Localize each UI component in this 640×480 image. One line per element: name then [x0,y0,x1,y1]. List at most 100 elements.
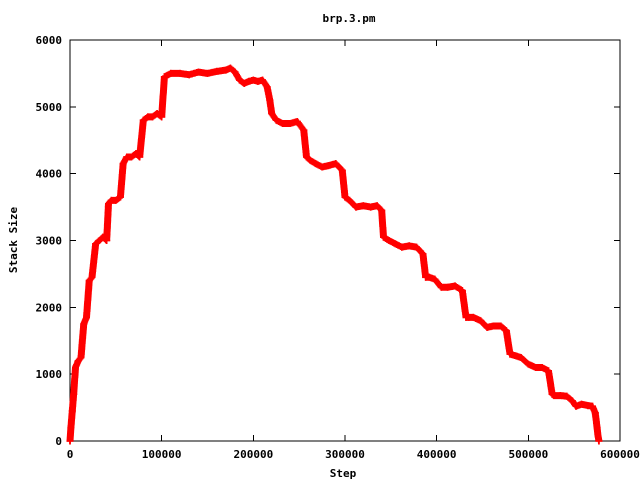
data-point [153,110,161,118]
data-point [458,287,466,295]
series-marks [66,64,603,445]
data-point [413,243,420,251]
x-tick-label: 100000 [142,448,182,461]
plus-markers [66,64,603,445]
data-point [367,203,375,211]
data-point [385,237,393,244]
data-point [524,360,532,368]
data-point [194,68,202,76]
data-point [272,116,280,124]
data-point [259,76,266,84]
data-point [477,317,485,325]
data-point [160,73,168,81]
data-point [95,237,103,244]
chart-title: brp.3.pm [323,12,376,25]
data-point [263,83,271,91]
y-tick-label: 3000 [36,235,63,248]
plot-area: 0 100000 200000 300000 400000 500000 600000 0 10… [36,34,640,461]
x-tick-label: 300000 [325,448,365,461]
data-point [568,397,576,405]
data-point [67,424,75,432]
data-point [119,160,127,168]
data-point [80,320,88,328]
data-point [469,313,477,321]
data-point [511,351,519,359]
y-tick-label: 6000 [36,34,63,47]
data-point [538,363,546,371]
data-point [99,233,107,241]
data-point [116,193,124,201]
data-point [545,367,552,375]
data-point [578,400,585,408]
data-point [490,322,497,330]
data-point [149,113,156,121]
data-point [88,273,96,281]
data-point [127,153,135,161]
data-point [279,120,287,128]
data-point [167,69,175,77]
data-point [231,68,239,76]
data-point [266,96,274,104]
data-point [359,202,367,210]
data-point [213,67,221,75]
x-tick-label: 500000 [508,448,548,461]
data-point [222,66,230,74]
data-point [136,153,144,161]
data-point [226,64,234,72]
data-point [293,118,301,126]
x-axis-label: Step [330,467,357,480]
data-point [204,69,211,77]
data-point [380,233,387,241]
data-point [451,282,459,290]
data-point [550,392,558,400]
data-point [556,392,564,400]
data-point [572,402,580,410]
data-point [497,322,505,330]
data-point [139,116,147,124]
data-point [398,243,406,251]
axis-ticks: 0 100000 200000 300000 400000 500000 600000 0 10… [36,34,640,461]
data-series [66,64,603,445]
y-tick-label: 1000 [36,368,63,381]
data-point [532,363,540,371]
data-point [112,196,120,204]
data-point [132,150,140,158]
data-point [405,242,413,250]
data-point [286,120,294,128]
y-tick-label: 2000 [36,301,63,314]
data-point [378,206,386,214]
data-point [589,402,596,410]
data-point [373,202,381,210]
data-point [483,323,491,331]
data-point [346,196,354,204]
data-point [563,392,571,400]
data-point [66,437,74,445]
data-point [72,363,79,371]
data-point [425,273,433,281]
data-point [68,407,76,415]
data-point [325,162,332,170]
data-point [245,77,253,85]
data-point [591,409,599,417]
x-tick-label: 400000 [417,448,457,461]
data-point [77,353,85,361]
x-tick-label: 0 [67,448,74,461]
data-point [254,77,262,85]
data-point [506,350,514,358]
data-point [352,203,360,211]
data-point [517,353,525,361]
y-tick-label: 4000 [36,168,63,181]
data-point [341,193,349,201]
y-axis-label: Stack Size [7,207,20,274]
data-point [249,76,257,84]
data-point [92,240,100,248]
data-point [594,432,602,440]
data-point [595,437,603,445]
y-tick-label: 5000 [36,101,63,114]
data-point [431,275,439,283]
data-point [176,69,184,77]
x-tick-label: 200000 [233,448,273,461]
data-point [240,79,248,87]
data-point [419,250,427,258]
